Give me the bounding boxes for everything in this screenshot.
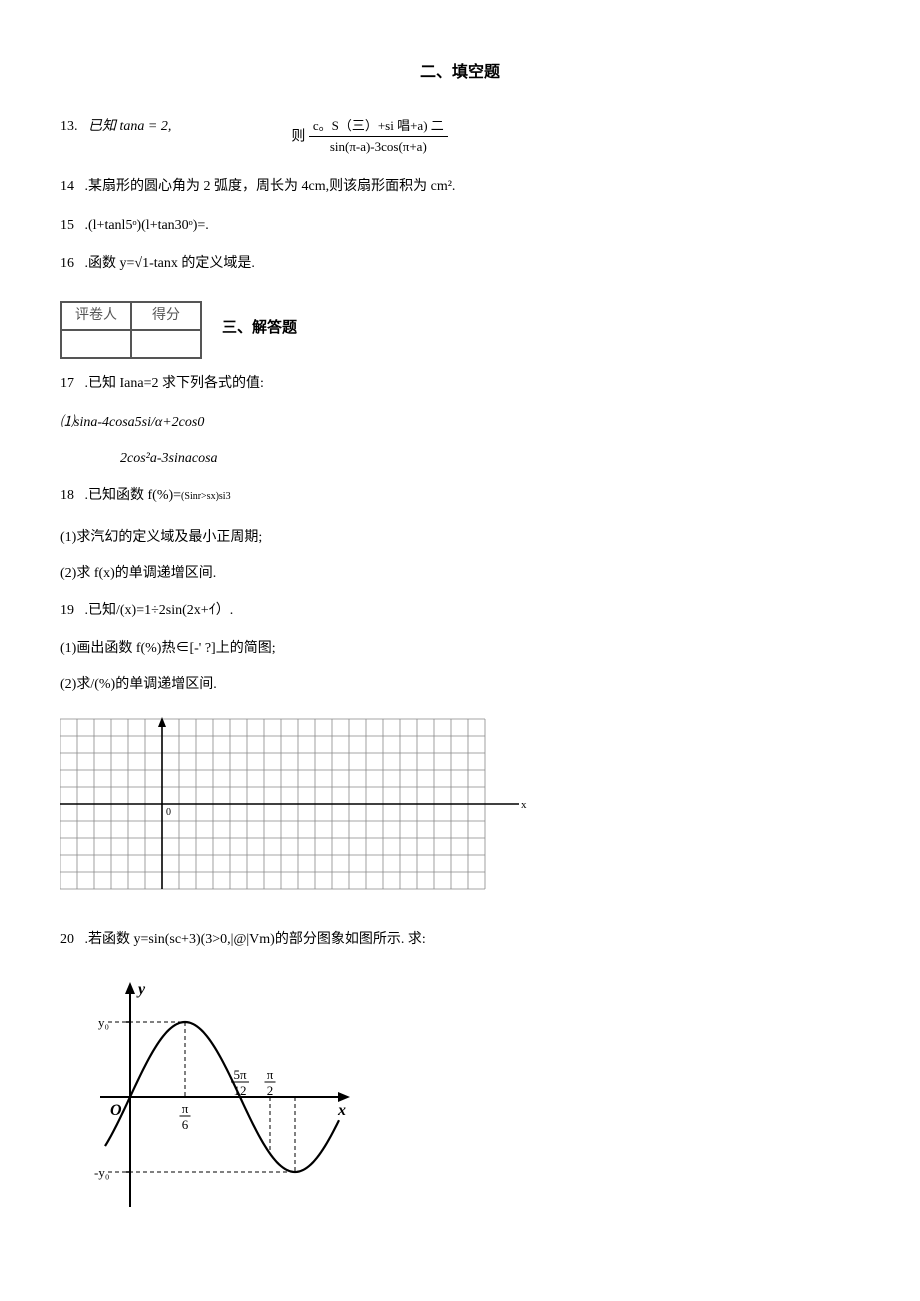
section-2-title: 二、填空题: [60, 60, 860, 86]
question-16: 16 .函数 y=√1-tanx 的定义域是.: [60, 253, 860, 275]
sine-chart-svg: yxOy₀-y₀π65π12π2: [80, 972, 360, 1222]
q13-fraction: c。S（三）+si 唱+a) 二 sin(π-a)-3cos(π+a): [309, 116, 448, 159]
q16-text: .函数 y=√1-tanx 的定义域是.: [85, 256, 255, 271]
svg-text:π: π: [267, 1067, 274, 1082]
svg-text:0: 0: [166, 807, 171, 818]
question-14: 14 .某扇形的圆心角为 2 弧度，周长为 4cm,则该扇形面积为 cm².: [60, 176, 860, 198]
q15-text: .(l+tanl5ᵒ)(l+tan30ᵒ)=.: [85, 218, 209, 233]
q17-sub1: ⑴sina-4cosa5si/α+2cos0: [60, 412, 860, 434]
q19-sub2: (2)求/(%)的单调递增区间.: [60, 674, 860, 696]
question-13: 13. 已知 tana = 2, 则 c。S（三）+si 唱+a) 二 sin(…: [60, 116, 860, 159]
svg-text:2: 2: [267, 1083, 274, 1098]
sine-chart: yxOy₀-y₀π65π12π2: [80, 972, 860, 1230]
svg-text:O: O: [110, 1102, 122, 1119]
q14-num: 14: [60, 179, 74, 194]
svg-text:x: x: [521, 799, 527, 811]
section-3-title: 三、解答题: [222, 316, 297, 340]
q13-frac-den: sin(π-a)-3cos(π+a): [326, 137, 431, 158]
score-table: 评卷人 得分: [60, 301, 202, 359]
q20-num: 20: [60, 932, 74, 947]
q18-sub1: (1)求汽幻的定义域及最小正周期;: [60, 527, 860, 549]
q16-num: 16: [60, 256, 74, 271]
grid-chart-svg: 0x: [60, 717, 529, 891]
svg-text:π: π: [182, 1101, 189, 1116]
q13-num: 13.: [60, 119, 78, 134]
q19-sub1: (1)画出函数 f(%)热∈[-' ?]上的简图;: [60, 638, 860, 660]
q19-num: 19: [60, 603, 74, 618]
score-header-2: 得分: [131, 302, 201, 330]
q14-text: .某扇形的圆心角为 2 弧度，周长为 4cm,则该扇形面积为 cm².: [85, 179, 456, 194]
q19-text: .已知/(x)=1÷2sin(2x+ｲ）.: [85, 603, 234, 618]
question-15: 15 .(l+tanl5ᵒ)(l+tan30ᵒ)=.: [60, 215, 860, 237]
q17-text: .已知 Iana=2 求下列各式的值:: [85, 376, 264, 391]
q18-small: (Sinr>sx)si3: [181, 491, 231, 502]
svg-text:-y₀: -y₀: [94, 1165, 109, 1180]
svg-text:y₀: y₀: [98, 1015, 109, 1030]
q17-num: 17: [60, 376, 74, 391]
q15-num: 15: [60, 218, 74, 233]
score-cell-1: [61, 330, 131, 358]
q18-num: 18: [60, 488, 74, 503]
question-18: 18 .已知函数 f(%)=(Sinr>sx)si3: [60, 485, 860, 507]
svg-text:12: 12: [234, 1083, 247, 1098]
svg-text:x: x: [337, 1102, 346, 1119]
q13-text: 已知 tana = 2,: [88, 119, 171, 134]
q20-text: .若函数 y=sin(sc+3)(3>0,|@|Vm)的部分图象如图所示. 求:: [85, 932, 426, 947]
question-20: 20 .若函数 y=sin(sc+3)(3>0,|@|Vm)的部分图象如图所示.…: [60, 929, 860, 951]
score-table-row: 评卷人 得分 三、解答题: [60, 291, 860, 365]
q18-text: .已知函数 f(%)=: [85, 488, 182, 503]
question-17: 17 .已知 Iana=2 求下列各式的值:: [60, 373, 860, 395]
q13-frac-num: c。S（三）+si 唱+a) 二: [309, 116, 448, 138]
score-header-1: 评卷人: [61, 302, 131, 330]
grid-chart: 0x: [60, 717, 860, 899]
question-19: 19 .已知/(x)=1÷2sin(2x+ｲ）.: [60, 600, 860, 622]
svg-text:6: 6: [182, 1117, 189, 1132]
q13-right-prefix: 则: [291, 129, 309, 144]
score-cell-2: [131, 330, 201, 358]
svg-text:y: y: [136, 981, 146, 998]
svg-text:5π: 5π: [233, 1067, 247, 1082]
q17-sub2: 2cos²a-3sinacosa: [120, 448, 860, 470]
q18-sub2: (2)求 f(x)的单调递增区间.: [60, 563, 860, 585]
